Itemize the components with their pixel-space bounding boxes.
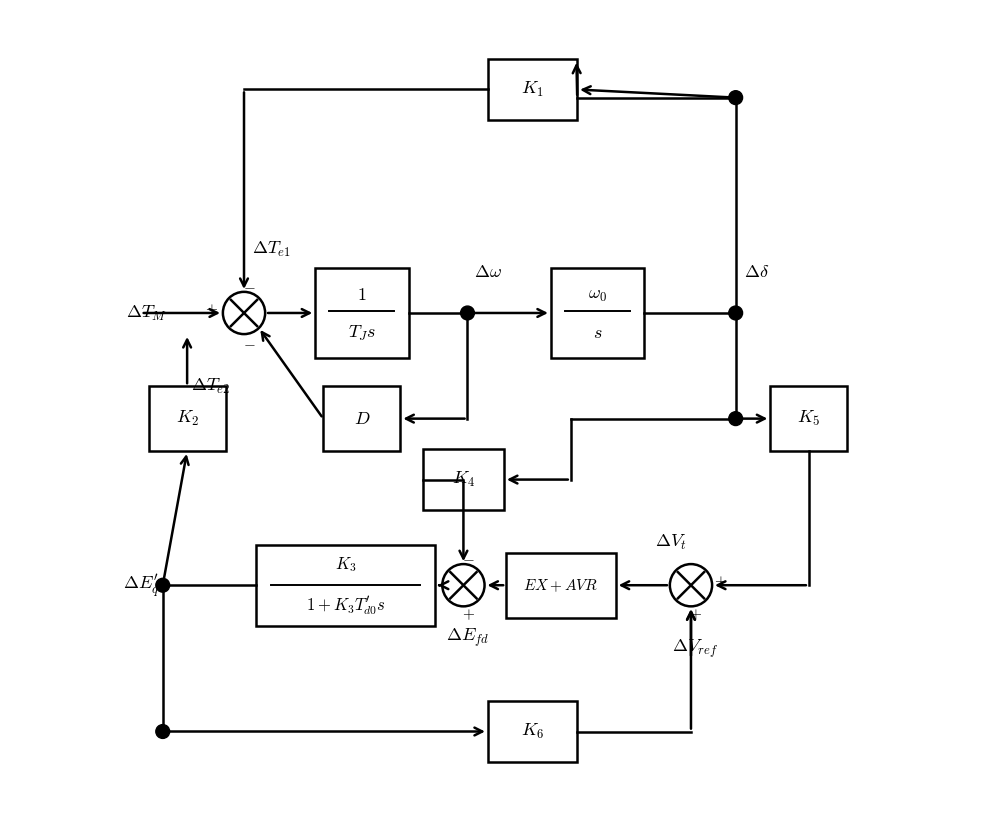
Text: $\Delta E_q^{\prime}$: $\Delta E_q^{\prime}$	[123, 572, 159, 599]
Text: $K_1$: $K_1$	[521, 80, 544, 99]
Text: $T_J s$: $T_J s$	[348, 323, 376, 343]
Bar	[551, 268, 644, 358]
Text: $+$: $+$	[689, 607, 702, 622]
Text: $-$: $-$	[654, 575, 666, 589]
Text: $K_3$: $K_3$	[335, 555, 356, 574]
Bar	[770, 386, 847, 451]
Text: $\Delta V_{ref}$: $\Delta V_{ref}$	[672, 637, 718, 660]
Circle shape	[156, 725, 170, 738]
Text: $K_4$: $K_4$	[452, 470, 475, 489]
Bar	[323, 386, 400, 451]
Text: $\Delta T_{e1}$: $\Delta T_{e1}$	[252, 240, 291, 259]
Text: $s$: $s$	[593, 324, 602, 342]
Bar	[488, 59, 577, 120]
Text: $-$: $-$	[243, 335, 255, 350]
Text: $\omega_0$: $\omega_0$	[588, 286, 607, 304]
Bar	[423, 449, 504, 510]
Text: $\Delta\omega$: $\Delta\omega$	[474, 264, 502, 282]
Text: $D$: $D$	[354, 410, 370, 428]
Text: $\Delta\delta$: $\Delta\delta$	[744, 264, 769, 282]
Circle shape	[729, 411, 743, 425]
Text: $\Delta T_M$: $\Delta T_M$	[126, 304, 167, 323]
Text: $+$: $+$	[714, 575, 727, 589]
Text: $-$: $-$	[243, 277, 255, 293]
Bar	[315, 268, 409, 358]
Text: $1+K_3T^{\prime}_{d0}s$: $1+K_3T^{\prime}_{d0}s$	[306, 594, 386, 618]
Text: $\Delta E_{fd}$: $\Delta E_{fd}$	[446, 627, 489, 649]
Circle shape	[156, 578, 170, 592]
Text: $-$: $-$	[462, 550, 475, 565]
Circle shape	[461, 306, 474, 320]
Text: $+$: $+$	[462, 607, 475, 622]
Bar	[488, 701, 577, 762]
Text: $1$: $1$	[357, 286, 367, 304]
Bar	[506, 553, 616, 617]
Circle shape	[729, 90, 743, 104]
Bar	[149, 386, 226, 451]
Text: $K_2$: $K_2$	[176, 409, 199, 429]
Text: $K_5$: $K_5$	[797, 409, 820, 429]
Bar	[256, 544, 435, 626]
Text: $\Delta T_{e2}$: $\Delta T_{e2}$	[191, 377, 230, 396]
Text: $EX+AVR$: $EX+AVR$	[523, 577, 598, 594]
Circle shape	[729, 306, 743, 320]
Text: $\Delta V_t$: $\Delta V_t$	[655, 534, 687, 553]
Text: $K_6$: $K_6$	[521, 722, 544, 741]
Text: $+$: $+$	[205, 302, 218, 317]
